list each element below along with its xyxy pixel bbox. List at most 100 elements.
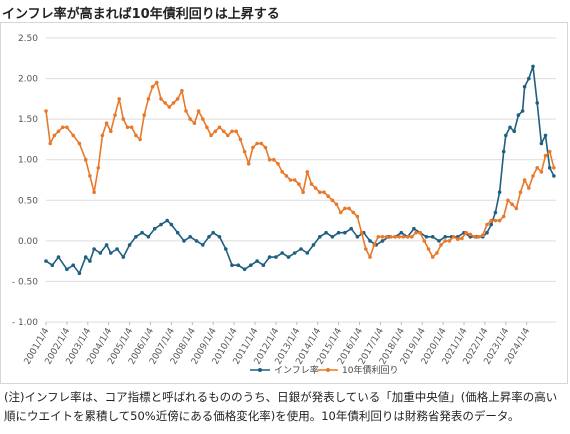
y-tick-label: 1.50 <box>18 115 38 125</box>
data-point <box>437 239 441 243</box>
data-point <box>83 255 88 259</box>
data-point <box>397 235 402 239</box>
data-point <box>138 137 142 142</box>
data-point <box>318 190 322 194</box>
data-point <box>188 235 192 239</box>
data-point <box>192 121 197 125</box>
data-point <box>543 133 548 138</box>
data-point <box>493 210 498 215</box>
x-axis-ticks: 2001/1/42002/1/42003/1/42004/1/42005/1/4… <box>23 322 532 367</box>
data-point <box>238 137 243 142</box>
data-point <box>430 235 435 239</box>
data-point <box>384 235 389 239</box>
chart-frame <box>0 22 568 384</box>
data-point <box>246 162 251 166</box>
data-point <box>535 166 539 170</box>
data-point <box>56 129 61 134</box>
data-point <box>527 76 531 81</box>
data-point <box>134 133 138 138</box>
data-point <box>493 218 498 223</box>
data-point <box>261 263 266 267</box>
data-point <box>226 133 230 138</box>
data-point <box>207 235 211 239</box>
data-point <box>255 141 259 146</box>
data-point <box>311 243 316 247</box>
data-point <box>547 149 552 154</box>
data-point <box>393 235 397 239</box>
data-point <box>460 236 464 241</box>
data-point <box>313 186 318 190</box>
data-point <box>355 214 360 219</box>
data-point <box>506 198 510 203</box>
data-point <box>140 230 144 235</box>
data-point <box>299 247 303 251</box>
data-point <box>65 267 69 272</box>
legend: インフレ率 10年債利回り <box>250 364 398 376</box>
data-point <box>547 166 552 170</box>
chart-title: インフレ率が高まれば10年債利回りは上昇する <box>2 7 280 22</box>
data-point <box>276 162 280 166</box>
data-point <box>113 113 117 117</box>
data-point <box>280 170 285 174</box>
data-point <box>274 255 278 259</box>
data-point <box>447 239 452 243</box>
y-tick-label: 0.00 <box>18 237 38 247</box>
data-point <box>481 233 485 237</box>
y-axis-ticks: 2.50 2.00 1.50 1.00 0.50 0.00 - 0.50 - 1.00 <box>12 34 38 328</box>
data-point <box>347 206 351 211</box>
data-point <box>497 218 502 223</box>
y-tick-label: 1.00 <box>18 156 38 166</box>
data-point <box>134 235 138 239</box>
data-point <box>368 239 372 243</box>
series-line-1 <box>45 81 555 258</box>
data-point <box>531 174 535 178</box>
data-point <box>338 210 343 215</box>
data-point <box>60 125 65 130</box>
data-point <box>267 255 272 259</box>
data-point <box>109 251 113 255</box>
series-lines <box>44 64 556 276</box>
data-point <box>343 230 347 235</box>
data-point <box>175 230 180 235</box>
data-point <box>77 141 82 146</box>
data-point <box>77 271 82 276</box>
data-point <box>88 259 92 263</box>
data-point <box>552 166 556 170</box>
data-point <box>284 174 289 178</box>
data-point <box>121 117 126 121</box>
data-point <box>376 235 381 239</box>
data-point <box>424 235 429 239</box>
data-point <box>44 109 48 113</box>
data-point <box>405 235 410 239</box>
data-point <box>104 121 109 125</box>
data-point <box>522 178 527 182</box>
y-tick-label: 2.50 <box>18 34 38 44</box>
data-point <box>109 129 113 134</box>
data-point <box>443 239 448 243</box>
data-point <box>468 232 473 237</box>
data-point <box>230 263 234 267</box>
data-point <box>292 251 297 255</box>
data-point <box>412 226 416 231</box>
data-point <box>535 101 539 105</box>
data-point <box>242 149 247 154</box>
data-point <box>211 230 215 235</box>
data-point <box>188 117 192 121</box>
data-point <box>201 117 205 121</box>
data-point <box>71 133 75 138</box>
data-point <box>516 113 521 117</box>
legend-label: 10年債利回り <box>342 364 398 376</box>
y-tick-label: 0.50 <box>18 196 38 206</box>
data-point <box>263 145 268 150</box>
data-point <box>100 133 105 138</box>
data-point <box>92 247 96 251</box>
data-point <box>380 239 385 243</box>
data-point <box>527 186 531 190</box>
data-point <box>489 218 494 223</box>
data-point <box>292 178 297 182</box>
data-point <box>439 243 443 247</box>
data-point <box>267 157 272 162</box>
data-point <box>146 235 151 239</box>
data-point <box>359 230 364 235</box>
data-point <box>504 133 508 138</box>
